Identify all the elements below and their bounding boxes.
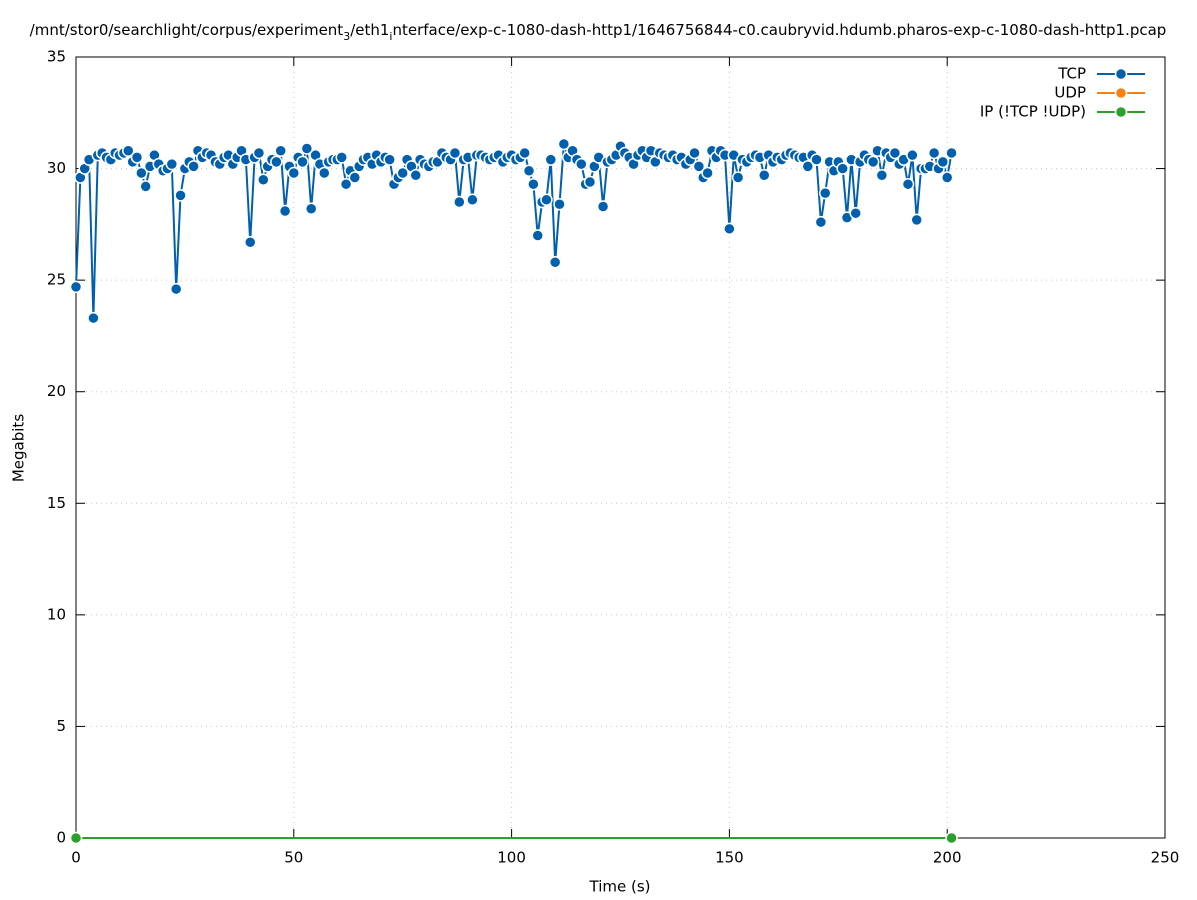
data-point xyxy=(836,162,849,175)
data-point xyxy=(69,831,83,845)
data-point xyxy=(169,282,183,296)
data-point xyxy=(557,137,571,151)
data-point xyxy=(866,155,880,169)
data-point xyxy=(757,169,771,182)
data-point xyxy=(688,146,701,160)
legend-marker xyxy=(1114,67,1128,81)
data-point xyxy=(187,160,200,173)
x-tick-label: 200 xyxy=(933,849,962,867)
data-point xyxy=(522,164,536,178)
y-axis-label: Megabits xyxy=(10,414,28,482)
data-point xyxy=(278,204,292,218)
title-subscript: i xyxy=(389,30,392,43)
data-point xyxy=(87,311,100,325)
data-point xyxy=(335,151,348,164)
data-point xyxy=(818,186,832,200)
y-tick-label: 15 xyxy=(47,494,66,512)
data-point xyxy=(348,171,362,184)
data-point xyxy=(814,215,828,229)
data-point xyxy=(945,831,958,845)
data-point xyxy=(888,146,902,160)
data-point xyxy=(252,146,266,160)
data-point xyxy=(270,155,283,169)
data-point xyxy=(901,177,915,191)
legend-marker xyxy=(1114,105,1128,119)
data-point xyxy=(596,200,610,213)
y-tick-label: 10 xyxy=(47,605,66,623)
data-point xyxy=(810,153,823,166)
data-point xyxy=(731,171,745,184)
data-point xyxy=(122,144,135,157)
data-point xyxy=(243,235,257,249)
data-point xyxy=(318,166,331,180)
data-point xyxy=(701,166,714,180)
data-point xyxy=(287,166,301,180)
legend-label: TCP xyxy=(1057,65,1086,83)
data-point xyxy=(139,180,152,193)
x-tick-label: 150 xyxy=(715,849,744,867)
data-point xyxy=(692,160,706,173)
data-point xyxy=(910,213,923,227)
data-point xyxy=(527,177,540,191)
title-subscript: 3 xyxy=(343,30,350,43)
x-tick-label: 50 xyxy=(284,849,303,867)
data-point xyxy=(875,169,889,182)
data-point xyxy=(466,193,479,207)
data-point xyxy=(409,169,423,182)
data-point xyxy=(801,160,815,173)
data-point xyxy=(849,206,862,220)
data-point xyxy=(304,202,318,215)
data-point xyxy=(135,166,148,180)
data-point xyxy=(945,146,958,160)
data-point xyxy=(300,142,314,155)
data-point xyxy=(906,148,919,162)
y-tick-label: 0 xyxy=(56,829,66,847)
title-part: nterface/exp-c-1080-dash-http1/164675684… xyxy=(392,21,1166,39)
data-point xyxy=(383,153,396,166)
data-point xyxy=(69,280,83,294)
plot-frame xyxy=(75,56,1166,839)
series-line xyxy=(75,143,953,319)
x-axis-label: Time (s) xyxy=(589,878,651,896)
legend-label: UDP xyxy=(1054,84,1086,102)
data-point xyxy=(174,189,187,202)
data-point xyxy=(531,229,544,242)
data-point xyxy=(165,157,179,171)
y-tick-label: 35 xyxy=(47,48,66,66)
data-point xyxy=(274,144,287,157)
y-tick-label: 5 xyxy=(56,717,66,735)
x-tick-label: 0 xyxy=(71,849,81,867)
data-point xyxy=(575,157,588,171)
x-tick-label: 100 xyxy=(497,849,526,867)
legend-marker xyxy=(1114,86,1128,100)
data-point xyxy=(453,195,466,209)
data-point xyxy=(936,155,950,169)
data-point xyxy=(257,173,270,186)
y-tick-label: 25 xyxy=(47,271,66,289)
y-tick-label: 30 xyxy=(47,159,66,177)
data-point xyxy=(540,193,553,207)
data-point xyxy=(927,146,941,160)
title-part: /mnt/stor0/searchlight/corpus/experiment xyxy=(30,21,344,39)
data-point xyxy=(940,171,954,184)
data-point xyxy=(544,153,558,166)
title-part: /eth1 xyxy=(350,21,389,39)
data-point xyxy=(448,146,462,160)
data-point xyxy=(583,175,597,189)
y-tick-label: 20 xyxy=(47,382,66,400)
data-point xyxy=(553,198,566,211)
data-point xyxy=(396,166,409,180)
data-point xyxy=(296,155,309,169)
data-point xyxy=(548,256,562,269)
data-point xyxy=(339,177,353,191)
chart-title: /mnt/stor0/searchlight/corpus/experiment… xyxy=(30,21,1167,43)
data-point xyxy=(518,146,531,160)
x-tick-label: 250 xyxy=(1151,849,1180,867)
data-point xyxy=(723,222,736,236)
legend-label: IP (!TCP !UDP) xyxy=(980,103,1086,121)
data-point xyxy=(130,151,144,164)
